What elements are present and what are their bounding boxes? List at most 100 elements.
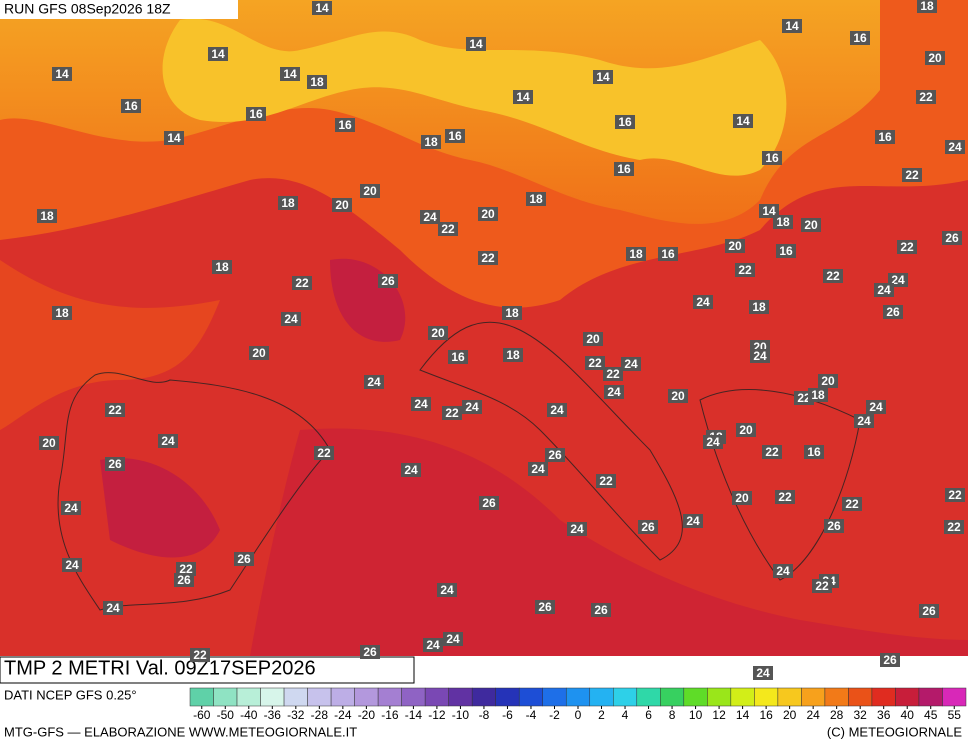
temp-label: 18 (40, 209, 54, 223)
label-box (174, 573, 194, 587)
label-box (503, 348, 523, 362)
temp-label: 18 (811, 388, 825, 402)
label-box (854, 414, 874, 428)
temp-label: 22 (815, 579, 829, 593)
temp-label: 24 (776, 564, 790, 578)
scale-swatch (354, 687, 379, 707)
temp-label: 18 (752, 300, 766, 314)
scale-swatch (683, 687, 708, 707)
temp-label: 22 (295, 276, 309, 290)
temp-label: 16 (448, 129, 462, 143)
scale-swatch (824, 687, 849, 707)
temp-label: 24 (869, 400, 883, 414)
scale-swatch (895, 687, 920, 707)
label-box (292, 276, 312, 290)
scale-tick-label: -6 (502, 708, 513, 722)
label-box (750, 349, 770, 363)
temp-label: 22 (193, 648, 207, 662)
temp-label: 20 (586, 332, 600, 346)
label-box (897, 240, 917, 254)
scale-tick-label: -50 (217, 708, 235, 722)
temp-label: 18 (310, 75, 324, 89)
temp-label: 24 (423, 210, 437, 224)
scale-swatch (495, 687, 520, 707)
temp-label: 20 (928, 51, 942, 65)
label-box (658, 247, 678, 261)
label-box (37, 209, 57, 223)
label-box (466, 37, 486, 51)
label-box (39, 436, 59, 450)
scale-swatch (589, 687, 614, 707)
label-box (614, 162, 634, 176)
temp-label: 22 (797, 391, 811, 405)
temp-label: 22 (765, 445, 779, 459)
label-box (478, 207, 498, 221)
temp-label: 22 (179, 562, 193, 576)
temp-label: 16 (765, 151, 779, 165)
scale-swatch (871, 687, 896, 707)
scale-tick-label: 6 (645, 708, 652, 722)
label-box (759, 204, 779, 218)
label-box (103, 601, 123, 615)
scale-tick-label: -16 (381, 708, 399, 722)
temp-label: 24 (696, 295, 710, 309)
scale-tick-label: -10 (452, 708, 470, 722)
scale-tick-label: 10 (689, 708, 703, 722)
temp-label: 22 (445, 406, 459, 420)
scale-tick-label: -24 (334, 708, 352, 722)
label-box (818, 374, 838, 388)
scale-tick-label: -32 (287, 708, 305, 722)
temp-label: 26 (883, 653, 897, 667)
label-box (332, 198, 352, 212)
temp-label: 26 (482, 496, 496, 510)
temp-label: 22 (599, 474, 613, 488)
temp-label: 24 (414, 397, 428, 411)
temp-label: 20 (481, 207, 495, 221)
temp-label: 24 (440, 583, 454, 597)
label-box (448, 350, 468, 364)
scale-tick-label: 14 (736, 708, 750, 722)
label-box (234, 552, 254, 566)
label-box (736, 423, 756, 437)
label-box (603, 367, 623, 381)
temp-label: 16 (249, 107, 263, 121)
run-label: RUN GFS 08Sep2026 18Z (4, 1, 171, 17)
temp-label: 24 (465, 400, 479, 414)
temp-label: 18 (629, 247, 643, 261)
scale-tick-label: 32 (854, 708, 868, 722)
scale-tick-label: 0 (575, 708, 582, 722)
label-box (121, 99, 141, 113)
scale-swatch (730, 687, 755, 707)
label-box (307, 75, 327, 89)
temp-label: 24 (857, 414, 871, 428)
label-box (312, 1, 332, 15)
label-box (824, 519, 844, 533)
label-box (105, 403, 125, 417)
temp-label: 24 (877, 283, 891, 297)
label-box (875, 130, 895, 144)
temp-label: 18 (424, 135, 438, 149)
temp-label: 24 (570, 522, 584, 536)
temp-label: 14 (315, 1, 329, 15)
label-box (278, 196, 298, 210)
temp-label: 22 (108, 403, 122, 417)
label-box (842, 497, 862, 511)
label-box (158, 434, 178, 448)
temp-label: 22 (317, 446, 331, 460)
label-box (942, 231, 962, 245)
scale-tick-label: -20 (358, 708, 376, 722)
temp-label: 18 (506, 348, 520, 362)
label-box (105, 457, 125, 471)
temp-label: 22 (481, 251, 495, 265)
temp-label: 24 (706, 435, 720, 449)
temp-label: 16 (661, 247, 675, 261)
temp-label: 26 (237, 552, 251, 566)
temp-label: 24 (64, 501, 78, 515)
label-box (615, 115, 635, 129)
scale-swatch (471, 687, 496, 707)
temp-label: 22 (905, 168, 919, 182)
cold-patch (162, 18, 787, 176)
temp-label: 20 (363, 184, 377, 198)
label-box (208, 47, 228, 61)
temp-label: 16 (779, 244, 793, 258)
